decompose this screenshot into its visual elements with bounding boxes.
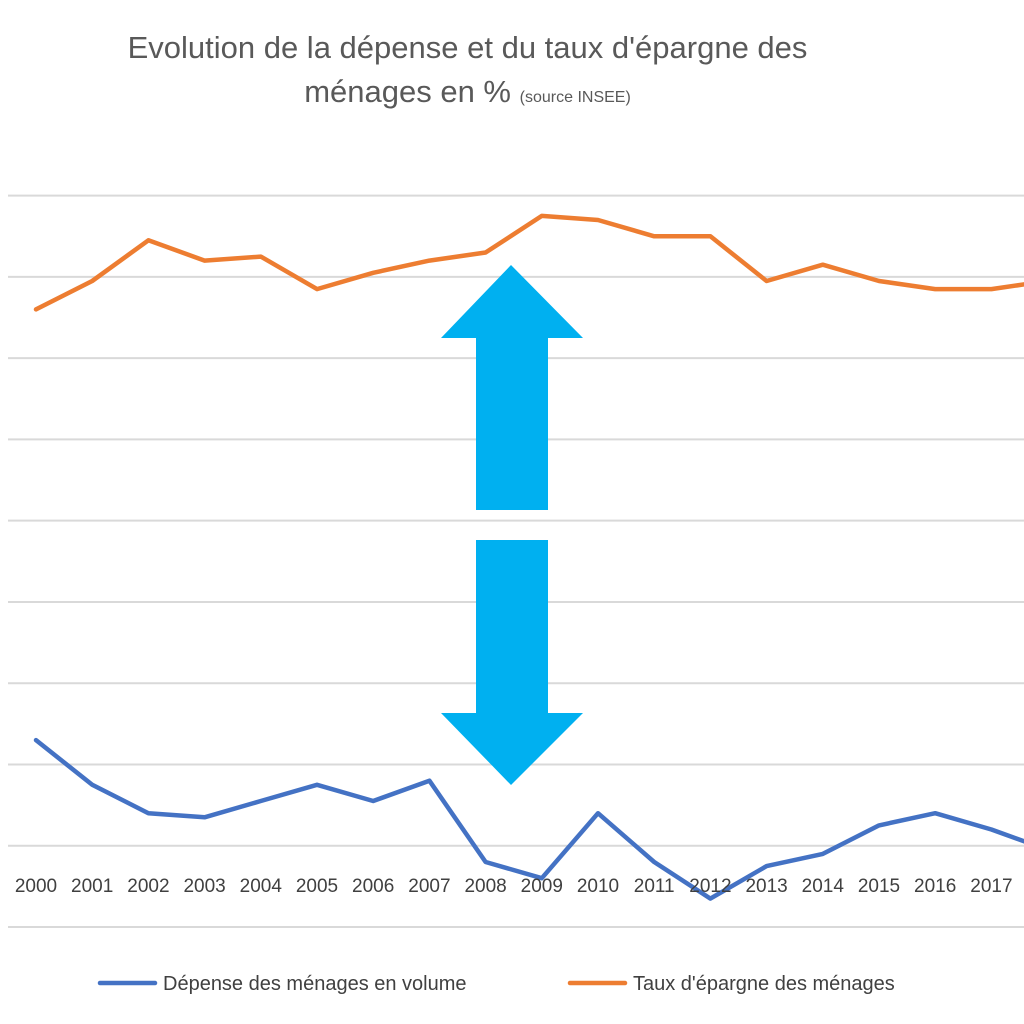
chart-title: Evolution de la dépense et du taux d'épa… [0, 26, 935, 120]
x-tick-label: 2013 [745, 876, 787, 897]
x-tick-label: 2009 [521, 876, 563, 897]
x-tick-label: 2007 [408, 876, 450, 897]
legend-item-depense-label: Dépense des ménages en volume [163, 973, 467, 995]
x-tick-label: 2005 [296, 876, 338, 897]
chart-source-note: (source INSEE) [519, 89, 631, 106]
x-tick-label: 2011 [634, 876, 675, 897]
double-arrow-annotation [441, 265, 583, 785]
x-axis-ticks: 2000 2001 2002 2003 2004 2005 2006 2007 2008 2009… [15, 876, 1013, 897]
x-tick-label: 2004 [240, 876, 283, 897]
x-tick-label: 2017 [970, 876, 1012, 897]
chart-title-line1: Evolution de la dépense et du taux d'épa… [127, 30, 808, 65]
chart-title-line2: ménages en % (source INSEE) [0, 70, 935, 120]
arrow-up-head [441, 265, 583, 510]
x-tick-label: 2010 [577, 876, 619, 897]
x-tick-label: 2003 [183, 876, 225, 897]
legend: Dépense des ménages en volume Taux d'épar… [97, 973, 895, 995]
x-tick-label: 2002 [127, 876, 169, 897]
x-tick-label: 2006 [352, 876, 394, 897]
x-tick-label: 2001 [71, 876, 113, 897]
x-tick-label: 2015 [858, 876, 900, 897]
x-tick-label: 2014 [802, 876, 845, 897]
x-tick-label: 2008 [464, 876, 506, 897]
series-line-depense [33, 737, 1024, 901]
series-lines [33, 213, 1024, 901]
x-tick-label: 2012 [689, 876, 731, 897]
arrow-down-head [441, 540, 583, 785]
legend-item-epargne-label: Taux d'épargne des ménages [633, 973, 895, 995]
series-line-epargne [33, 213, 1024, 312]
x-tick-label: 2000 [15, 876, 57, 897]
x-tick-label: 2016 [914, 876, 956, 897]
chart-title-main: ménages en % [304, 74, 512, 109]
